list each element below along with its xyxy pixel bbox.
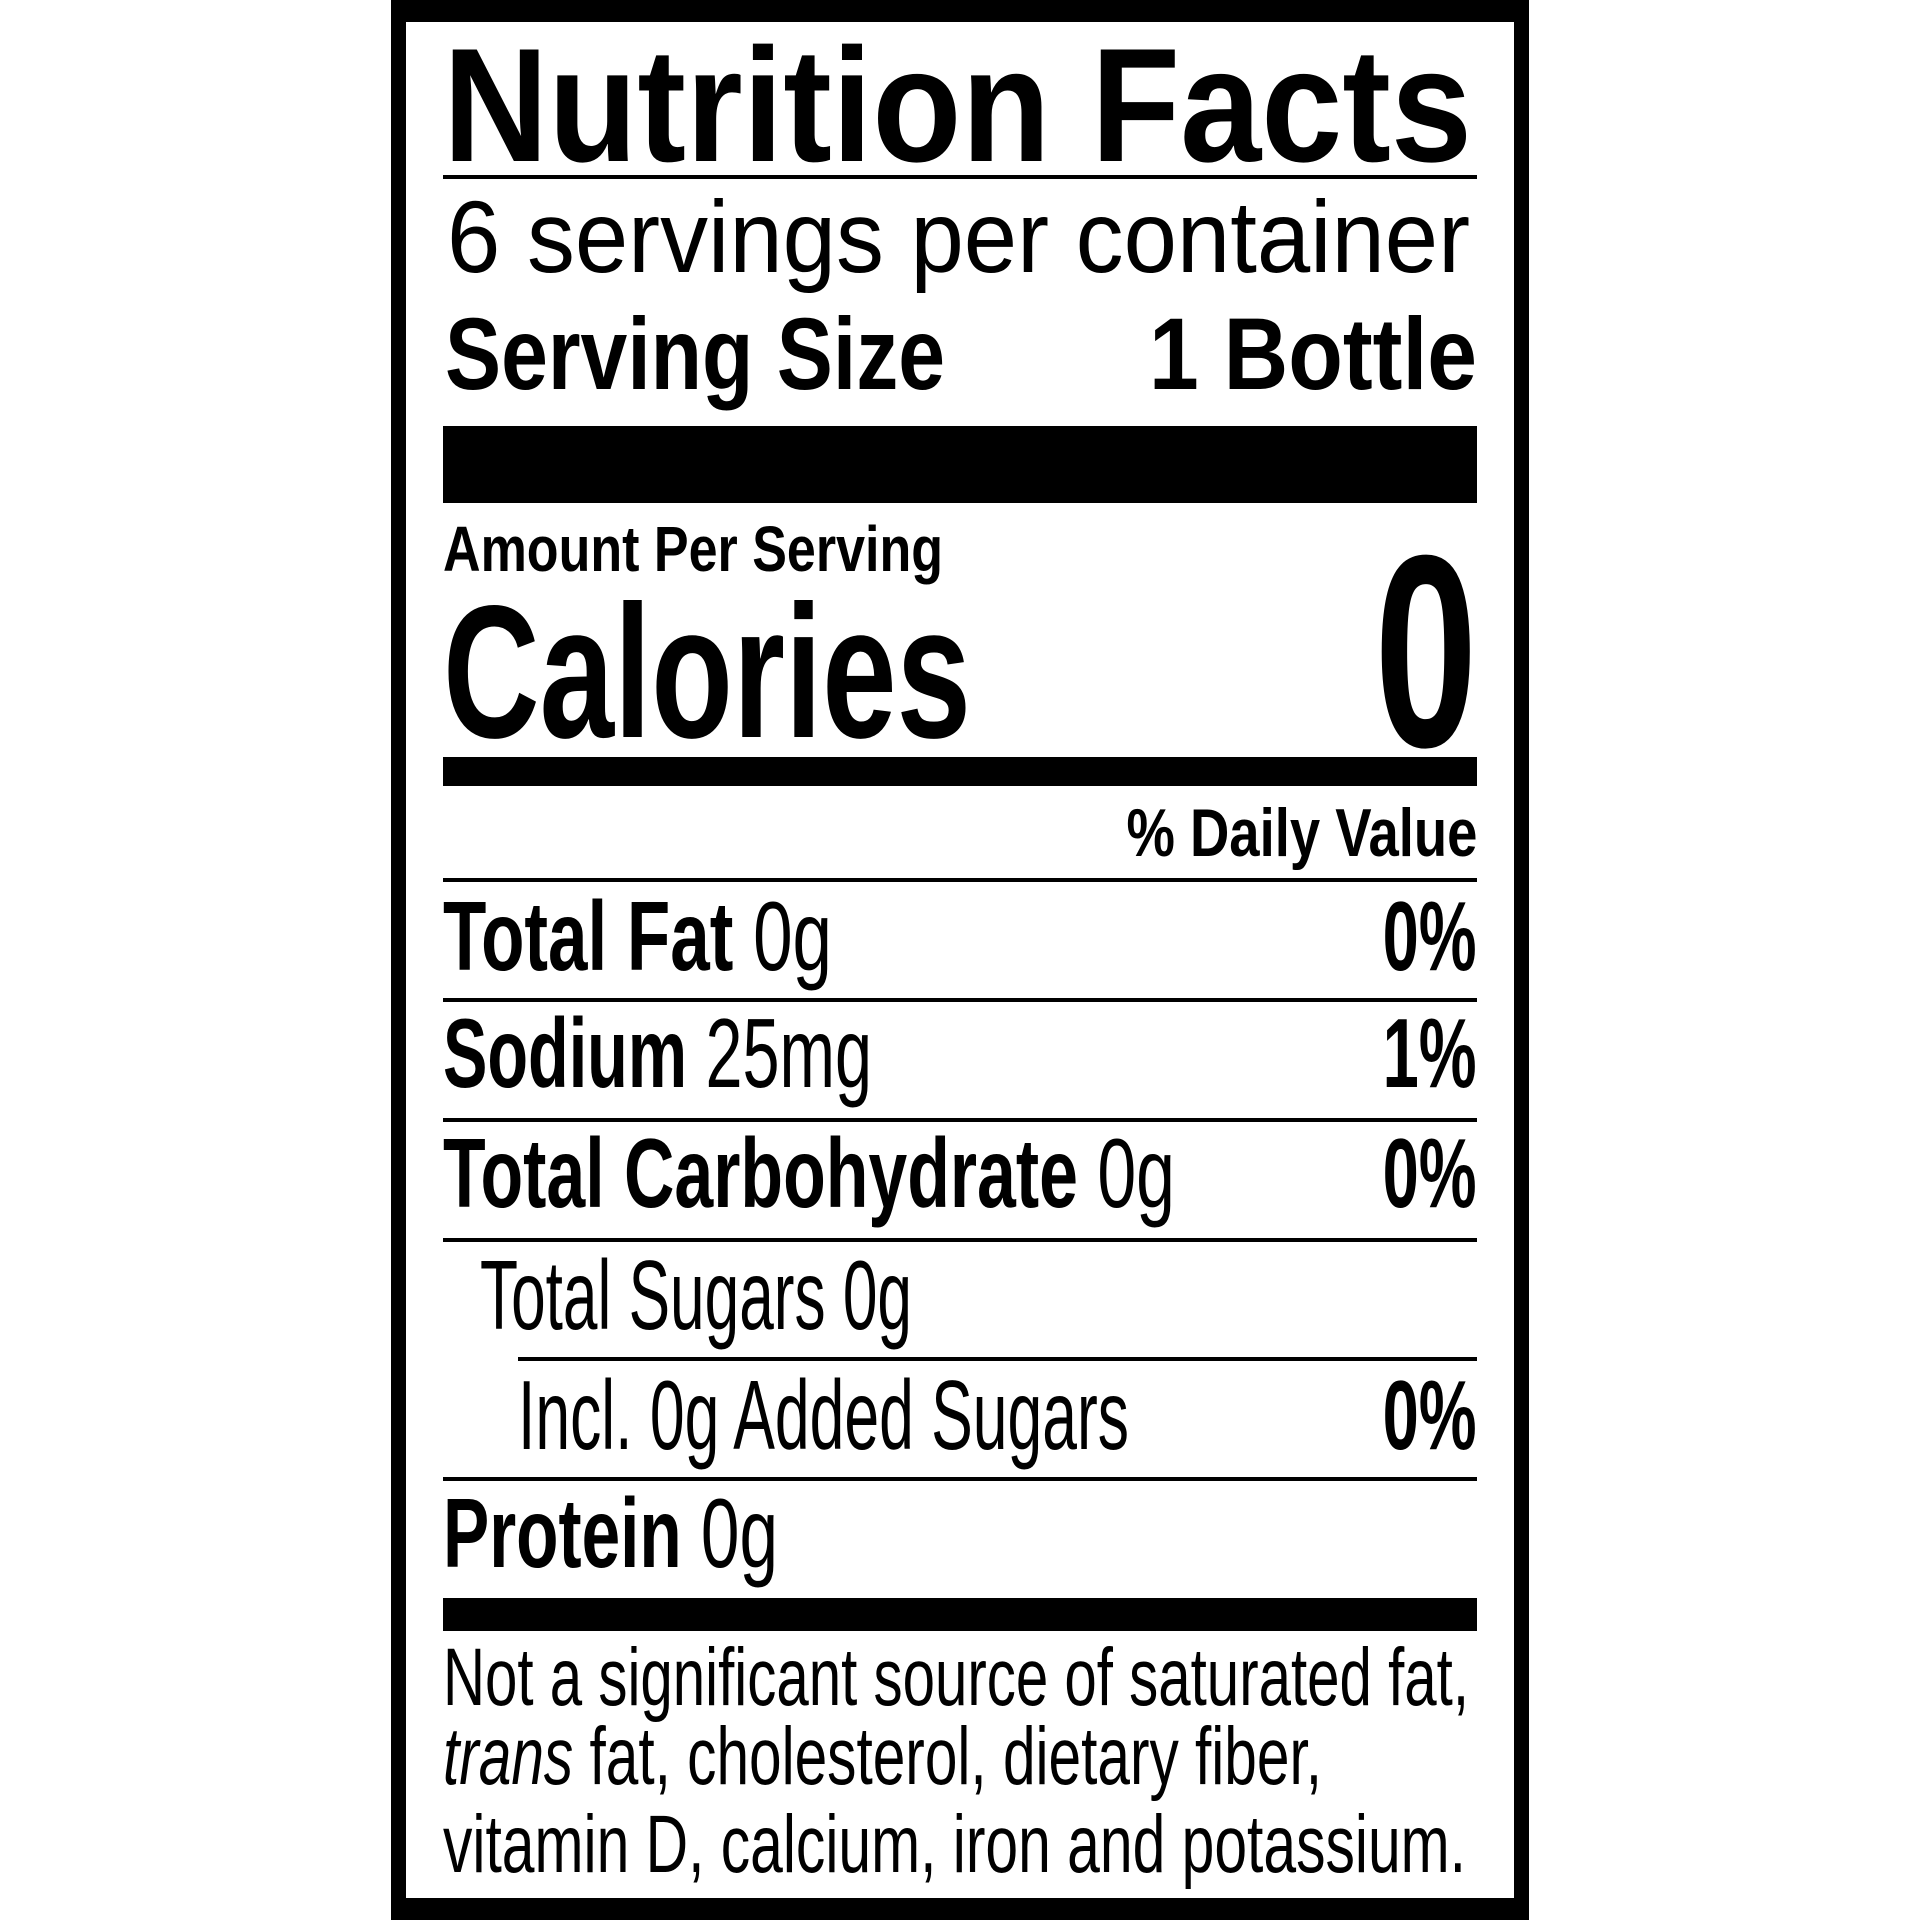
thick-bar — [443, 426, 1477, 503]
divider — [443, 175, 1477, 179]
nutrient-added-sugars: Incl. 0g Added Sugars — [518, 1360, 1129, 1470]
medium-bar — [443, 757, 1477, 786]
footnote-line-3: vitamin D, calcium, iron and potassium. — [443, 1799, 1466, 1890]
daily-value-header: % Daily Value — [1126, 795, 1477, 871]
serving-size-label: Serving Size — [445, 297, 945, 411]
nutrient-amount: 0g — [700, 1478, 778, 1588]
divider — [443, 1477, 1477, 1481]
nutrient-name: Sodium — [443, 998, 688, 1108]
divider — [443, 1118, 1477, 1122]
divider — [443, 1238, 1477, 1242]
label-border — [391, 0, 1529, 1920]
nutrient-name: Protein — [443, 1478, 682, 1588]
nutrient-total-carbohydrate: Total Carbohydrate 0g — [443, 1124, 1175, 1222]
footnote-italic: trans — [443, 1711, 574, 1802]
divider — [443, 998, 1477, 1002]
nutrient-total-fat: Total Fat 0g — [443, 887, 832, 985]
footnote-line-2: trans fat, cholesterol, dietary fiber, — [443, 1716, 1322, 1798]
nutrient-dv: 0% — [1383, 881, 1477, 991]
footnote-line-1: Not a significant source of saturated fa… — [443, 1632, 1469, 1723]
nutrient-amount: 25mg — [705, 998, 872, 1108]
footnote-text: fat, cholesterol, dietary fiber, — [573, 1711, 1322, 1802]
nutrient-name: Total Fat — [443, 881, 734, 991]
divider — [518, 1357, 1477, 1361]
amount-per-serving: Amount Per Serving — [443, 513, 943, 585]
nutrient-name: Total Carbohydrate — [443, 1118, 1078, 1228]
nutrient-amount: 0g — [1097, 1118, 1175, 1228]
nutrient-total-sugars: Total Sugars 0g — [480, 1240, 912, 1350]
nutrient-dv: 0% — [1383, 1118, 1477, 1228]
title: Nutrition Facts — [443, 15, 1472, 196]
thick-bar — [443, 1598, 1477, 1631]
nutrient-amount: 0g — [753, 881, 832, 991]
nutrient-dv: 0% — [1383, 1360, 1477, 1470]
calories-value: 0 — [1374, 499, 1477, 805]
divider — [443, 878, 1477, 882]
nutrient-dv: 1% — [1383, 998, 1477, 1108]
nutrient-sodium: Sodium 25mg — [443, 1004, 872, 1102]
calories-label: Calories — [443, 567, 971, 778]
servings-per-container: 6 servings per container — [447, 180, 1470, 294]
serving-size-value: 1 Bottle — [1149, 297, 1477, 411]
nutrient-protein: Protein 0g — [443, 1484, 778, 1582]
